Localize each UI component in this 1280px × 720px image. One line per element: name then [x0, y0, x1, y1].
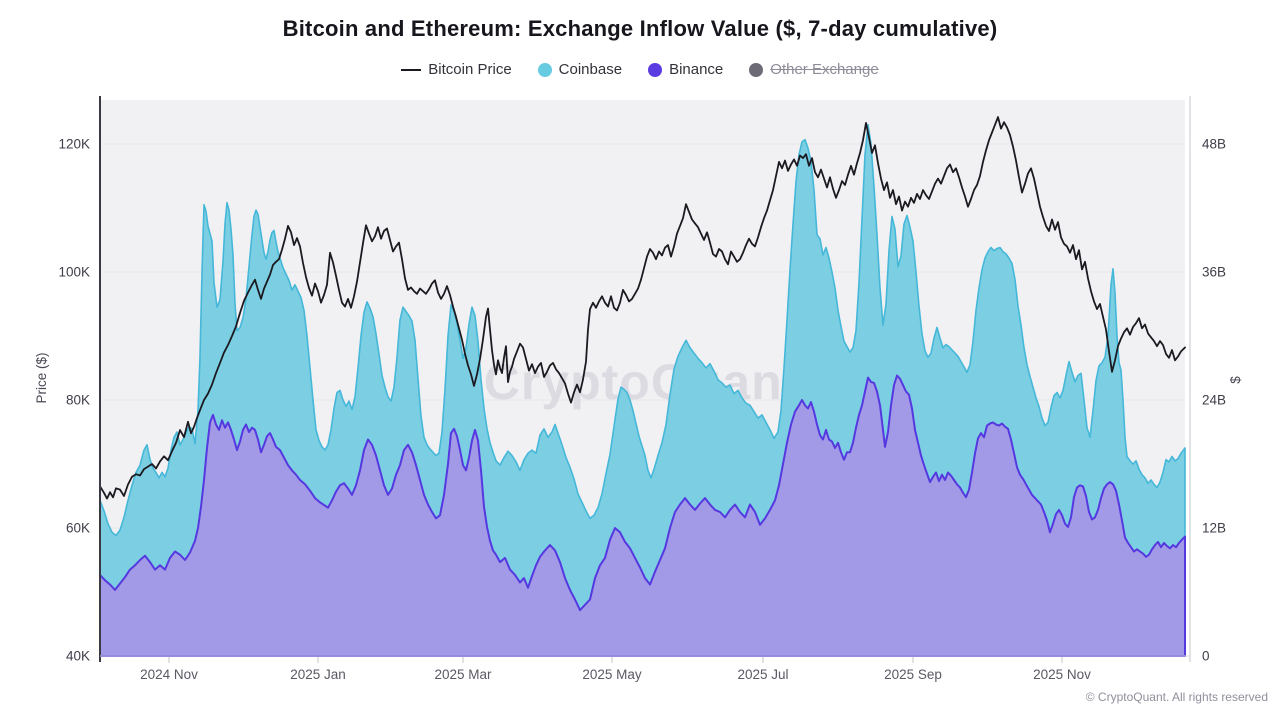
legend-item-coinbase[interactable]: Coinbase: [537, 61, 623, 78]
copyright-note: © CryptoQuant. All rights reserved: [1085, 690, 1268, 704]
dot-swatch-icon: [537, 62, 552, 77]
right-axis-tick-label: 48B: [1202, 137, 1226, 152]
legend-label: Coinbase: [558, 61, 623, 78]
x-axis-tick-label: 2025 May: [582, 667, 642, 682]
left-axis-title: Price ($): [34, 352, 49, 403]
left-axis-tick-label: 60K: [66, 521, 90, 536]
left-axis-tick-label: 40K: [66, 649, 90, 664]
right-axis-tick-label: 24B: [1202, 393, 1226, 408]
left-axis-tick-label: 120K: [58, 137, 90, 152]
left-axis-tick-label: 80K: [66, 393, 90, 408]
right-axis-title: $: [1228, 376, 1243, 384]
x-axis-tick-label: 2025 Jul: [737, 667, 788, 682]
x-axis-tick-label: 2025 Jan: [290, 667, 346, 682]
page-title: Bitcoin and Ethereum: Exchange Inflow Va…: [282, 16, 998, 41]
x-axis-tick-label: 2025 Sep: [884, 667, 942, 682]
legend-item-other-exchange[interactable]: Other Exchange: [749, 61, 879, 78]
legend-label: Binance: [669, 61, 724, 78]
legend-item-binance[interactable]: Binance: [648, 61, 723, 78]
right-axis-tick-label: 36B: [1202, 265, 1226, 280]
left-axis-tick-label: 100K: [58, 265, 90, 280]
line-swatch-icon: [401, 68, 422, 71]
dot-swatch-icon: [749, 62, 764, 77]
legend-label: Bitcoin Price: [428, 61, 512, 78]
legend-item-bitcoin-price[interactable]: Bitcoin Price: [401, 61, 512, 78]
dot-swatch-icon: [648, 62, 663, 77]
bitcoin-price-line: [99, 116, 1186, 500]
x-axis-tick-label: 2024 Nov: [140, 667, 198, 682]
x-axis-tick-label: 2025 Nov: [1033, 667, 1091, 682]
binance-area: [99, 374, 1186, 657]
right-axis-tick-label: 12B: [1202, 521, 1226, 536]
x-axis-tick-label: 2025 Mar: [434, 667, 492, 682]
right-axis-tick-label: 0: [1202, 649, 1210, 664]
watermark: CryptoQuant: [484, 354, 801, 410]
legend-label: Other Exchange: [770, 61, 879, 78]
chart-legend: Bitcoin Price Coinbase Binance Other Exc…: [0, 61, 1280, 78]
